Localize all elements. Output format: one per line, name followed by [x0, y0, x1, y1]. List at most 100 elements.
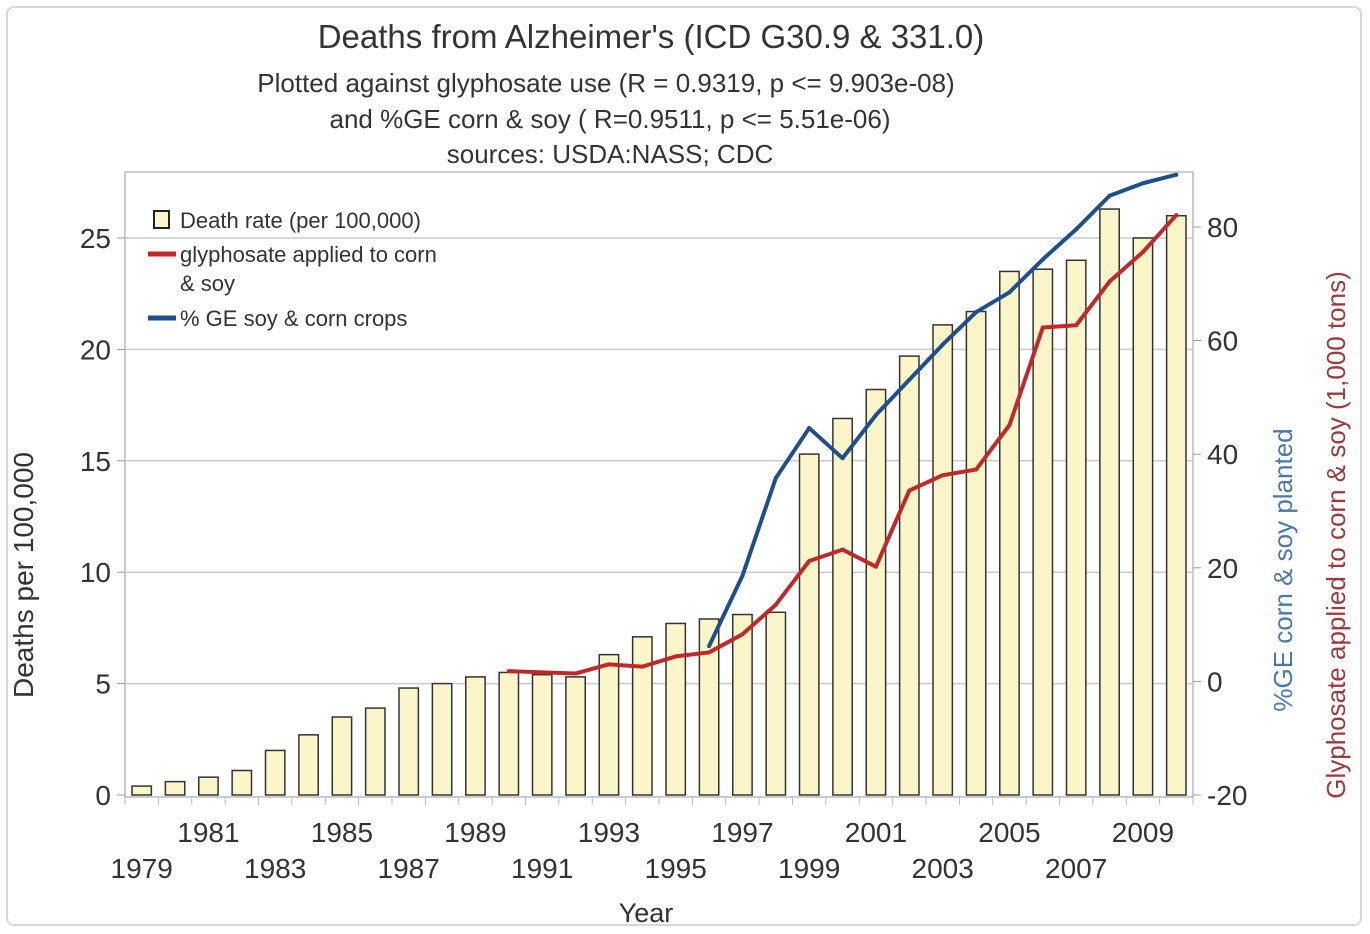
- x-tick-label: 2003: [912, 853, 974, 884]
- glyphosate-point-1998: [773, 602, 778, 607]
- ge-point-2006: [1040, 257, 1045, 262]
- bar-2003: [932, 324, 954, 796]
- bar-1987: [398, 687, 420, 796]
- y-axis-right-label-glyphosate: Glyphosate applied to corn & soy (1,000 …: [1321, 271, 1351, 799]
- legend-label-glyphosate-1: glyphosate applied to corn: [180, 242, 437, 267]
- bar-1996: [698, 618, 720, 796]
- bar-2004: [965, 310, 987, 796]
- bar-1986: [364, 707, 386, 796]
- glyphosate-point-1992: [573, 671, 578, 676]
- x-tick-label: 1985: [311, 817, 373, 848]
- bar-1981: [198, 776, 219, 796]
- glyphosate-point-1993: [606, 662, 611, 667]
- ge-point-2005: [1007, 290, 1012, 295]
- glyphosate-point-2009: [1140, 249, 1145, 254]
- glyphosate-point-1991: [540, 670, 545, 675]
- y-axis-right-label-ge: %GE corn & soy planted: [1268, 428, 1298, 711]
- y-tick-right-label: 60: [1207, 326, 1238, 357]
- glyphosate-point-2008: [1107, 279, 1112, 284]
- glyphosate-point-2007: [1074, 323, 1079, 328]
- bar-1999: [798, 453, 820, 796]
- legend-label-death-rate: Death rate (per 100,000): [180, 208, 421, 233]
- x-tick-label: 1997: [711, 817, 773, 848]
- x-tick-label: 1995: [645, 853, 707, 884]
- y-tick-left-label: 20: [80, 334, 111, 365]
- y-tick-left-label: 25: [80, 223, 111, 254]
- ge-point-2010: [1174, 172, 1179, 177]
- bar-1984: [298, 734, 319, 796]
- glyphosate-point-2005: [1007, 423, 1012, 428]
- bar-2006: [1032, 268, 1054, 796]
- bar-1989: [465, 676, 486, 796]
- y-tick-right-label: 40: [1207, 439, 1238, 470]
- y-tick-right-label: 0: [1207, 666, 1223, 697]
- x-tick-label: 1983: [244, 853, 306, 884]
- x-tick-label: 2007: [1045, 853, 1107, 884]
- bar-1992: [565, 676, 586, 796]
- legend-label-glyphosate-2: & soy: [180, 271, 235, 296]
- ge-point-2004: [974, 310, 979, 315]
- ge-point-2001: [873, 413, 878, 418]
- glyphosate-point-2001: [873, 564, 878, 569]
- bar-1980: [164, 780, 186, 796]
- y-tick-left-label: 5: [95, 669, 111, 700]
- bar-2002: [898, 355, 920, 796]
- ge-point-1999: [807, 426, 812, 431]
- glyphosate-point-1997: [740, 632, 745, 637]
- glyphosate-point-2000: [840, 547, 845, 552]
- x-tick-label: 1999: [778, 853, 840, 884]
- bar-2007: [1065, 259, 1087, 796]
- glyphosate-point-2004: [974, 467, 979, 472]
- chart-subtitle-3: sources: USDA:NASS; CDC: [447, 139, 774, 169]
- bar-2010: [1165, 214, 1187, 796]
- x-tick-label: 1981: [177, 817, 239, 848]
- ge-point-2003: [940, 342, 945, 347]
- ge-point-2002: [907, 377, 912, 382]
- glyphosate-point-2002: [907, 488, 912, 493]
- bar-1983: [264, 749, 286, 796]
- ge-point-2008: [1107, 193, 1112, 198]
- glyphosate-point-2010: [1174, 213, 1179, 218]
- bar-1995: [665, 622, 687, 796]
- ge-point-2009: [1140, 181, 1145, 186]
- x-tick-label: 1991: [511, 853, 573, 884]
- ge-point-2007: [1074, 227, 1079, 232]
- y-tick-right-label: -20: [1207, 780, 1247, 811]
- y-tick-left-label: 15: [80, 446, 111, 477]
- bar-1985: [331, 716, 353, 796]
- bar-1997: [732, 613, 753, 796]
- bar-2005: [999, 270, 1020, 796]
- x-tick-label: 1979: [111, 853, 173, 884]
- bar-1990: [498, 671, 520, 796]
- glyphosate-point-1995: [673, 654, 678, 659]
- bar-1991: [531, 673, 553, 796]
- bar-2001: [865, 388, 887, 796]
- bar-2008: [1099, 208, 1120, 796]
- x-axis-label: Year: [619, 898, 674, 928]
- x-tick-label: 1989: [444, 817, 506, 848]
- y-tick-left-label: 0: [95, 780, 111, 811]
- bar-1988: [431, 682, 453, 796]
- bar-1994: [631, 636, 653, 796]
- x-tick-label: 1993: [578, 817, 640, 848]
- bar-1993: [598, 653, 620, 796]
- x-tick-label: 1987: [378, 853, 440, 884]
- legend: Death rate (per 100,000) glyphosate appl…: [148, 208, 437, 331]
- bar-2009: [1132, 237, 1154, 796]
- glyphosate-point-1994: [640, 664, 645, 669]
- ge-point-2000: [840, 456, 845, 461]
- x-tick-label: 2009: [1112, 817, 1174, 848]
- bar-1982: [231, 769, 253, 796]
- chart-title: Deaths from Alzheimer's (ICD G30.9 & 331…: [318, 18, 985, 55]
- y-axis-left-label: Deaths per 100,000: [8, 452, 39, 698]
- glyphosate-point-1996: [707, 650, 712, 655]
- legend-swatch-bar: [153, 210, 170, 229]
- chart-subtitle-1: Plotted against glyphosate use (R = 0.93…: [257, 68, 954, 98]
- y-tick-right-label: 80: [1207, 212, 1238, 243]
- glyphosate-point-1990: [506, 669, 511, 674]
- ge-point-1997: [740, 573, 745, 578]
- bar-1979: [131, 785, 153, 796]
- y-tick-right-label: 20: [1207, 553, 1238, 584]
- glyphosate-point-2006: [1040, 325, 1045, 330]
